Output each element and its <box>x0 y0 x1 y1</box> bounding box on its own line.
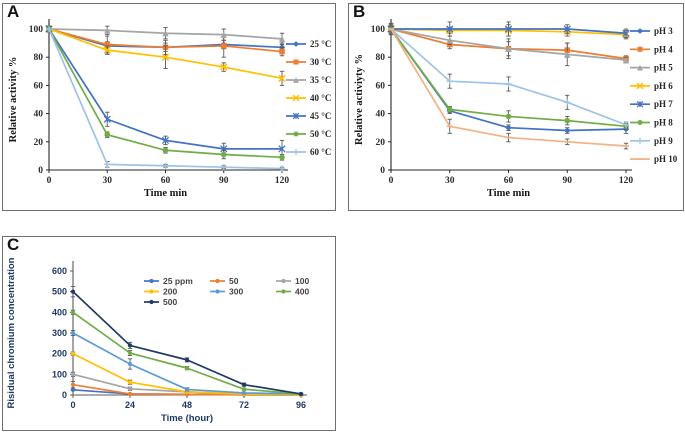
svg-text:48: 48 <box>182 400 192 410</box>
svg-text:Time (hour): Time (hour) <box>161 413 213 424</box>
svg-text:0: 0 <box>38 166 43 176</box>
svg-text:90: 90 <box>219 176 229 186</box>
svg-text:pH 4: pH 4 <box>654 44 673 54</box>
svg-text:100: 100 <box>295 276 309 286</box>
svg-text:Risidual chromium concentratio: Risidual chromium concentration <box>6 257 17 408</box>
svg-text:120: 120 <box>619 176 634 186</box>
svg-text:Time min: Time min <box>487 188 530 199</box>
svg-text:300: 300 <box>229 287 243 297</box>
svg-text:30: 30 <box>103 176 113 186</box>
svg-text:pH 5: pH 5 <box>654 63 673 73</box>
svg-text:100: 100 <box>371 25 386 35</box>
svg-text:pH 6: pH 6 <box>654 81 673 91</box>
svg-text:600: 600 <box>52 266 67 276</box>
svg-text:35 °C: 35 °C <box>310 75 331 85</box>
svg-text:60: 60 <box>34 81 44 91</box>
svg-text:60 °C: 60 °C <box>310 147 331 157</box>
panel-a: A 0 20 40 60 80 100 0 30 60 90 120 Time min Relative… <box>2 2 336 211</box>
svg-text:30: 30 <box>445 176 455 186</box>
svg-text:20: 20 <box>376 138 386 148</box>
svg-text:Time min: Time min <box>144 188 187 199</box>
svg-text:45 °C: 45 °C <box>310 111 331 121</box>
svg-text:60: 60 <box>161 176 171 186</box>
svg-text:pH 7: pH 7 <box>654 99 673 109</box>
svg-text:pH 9: pH 9 <box>654 136 673 146</box>
panel-b: B 0 20 40 60 80 100 0 30 60 90 120 Time min Relative… <box>348 2 684 211</box>
svg-text:500: 500 <box>52 287 67 297</box>
svg-text:40: 40 <box>34 110 44 120</box>
svg-text:80: 80 <box>376 53 386 63</box>
svg-text:25 °C: 25 °C <box>310 39 331 49</box>
svg-text:72: 72 <box>239 400 249 410</box>
svg-text:24: 24 <box>125 400 135 410</box>
panel-a-label: A <box>7 2 20 21</box>
chart-b-ph-stability: 0 20 40 60 80 100 0 30 60 90 120 Time min Relative a… <box>354 19 678 199</box>
svg-text:pH 10: pH 10 <box>654 154 678 164</box>
svg-text:pH 3: pH 3 <box>654 26 673 36</box>
svg-text:90: 90 <box>563 176 573 186</box>
svg-text:40 °C: 40 °C <box>310 93 331 103</box>
chart-c-residual-chromium: 0 100 200 300 400 500 600 0 24 48 72 96 Time (hour) R… <box>6 257 309 424</box>
svg-text:50 °C: 50 °C <box>310 129 331 139</box>
svg-text:0: 0 <box>62 390 67 400</box>
panel-c: C 0 100 200 300 400 500 600 0 24 48 72 96 Time (hour… <box>2 235 336 431</box>
svg-text:96: 96 <box>296 400 306 410</box>
svg-text:Relative activiyty %: Relative activiyty % <box>354 54 365 145</box>
svg-text:0: 0 <box>380 166 385 176</box>
svg-text:50: 50 <box>229 276 239 286</box>
svg-text:400: 400 <box>52 307 67 317</box>
svg-text:0: 0 <box>70 400 75 410</box>
svg-text:Relative activity %: Relative activity % <box>8 57 19 143</box>
svg-text:60: 60 <box>376 81 386 91</box>
svg-text:500: 500 <box>163 297 177 307</box>
chart-a-thermal-stability: 0 20 40 60 80 100 0 30 60 90 120 Time min Relative a… <box>8 19 331 199</box>
panel-b-label: B <box>353 2 366 21</box>
svg-text:80: 80 <box>34 53 44 63</box>
svg-text:100: 100 <box>52 369 67 379</box>
svg-text:100: 100 <box>29 25 44 35</box>
svg-text:20: 20 <box>34 138 44 148</box>
svg-text:0: 0 <box>389 176 394 186</box>
svg-text:120: 120 <box>275 176 290 186</box>
svg-text:300: 300 <box>52 328 67 338</box>
svg-text:30 °C: 30 °C <box>310 57 331 67</box>
svg-text:25 ppm: 25 ppm <box>163 276 193 286</box>
svg-text:60: 60 <box>504 176 514 186</box>
svg-text:400: 400 <box>295 287 309 297</box>
svg-text:pH 8: pH 8 <box>654 118 673 128</box>
svg-text:40: 40 <box>376 110 386 120</box>
svg-text:200: 200 <box>52 349 67 359</box>
svg-text:0: 0 <box>47 176 52 186</box>
svg-text:200: 200 <box>163 287 177 297</box>
panel-c-label: C <box>7 235 20 254</box>
